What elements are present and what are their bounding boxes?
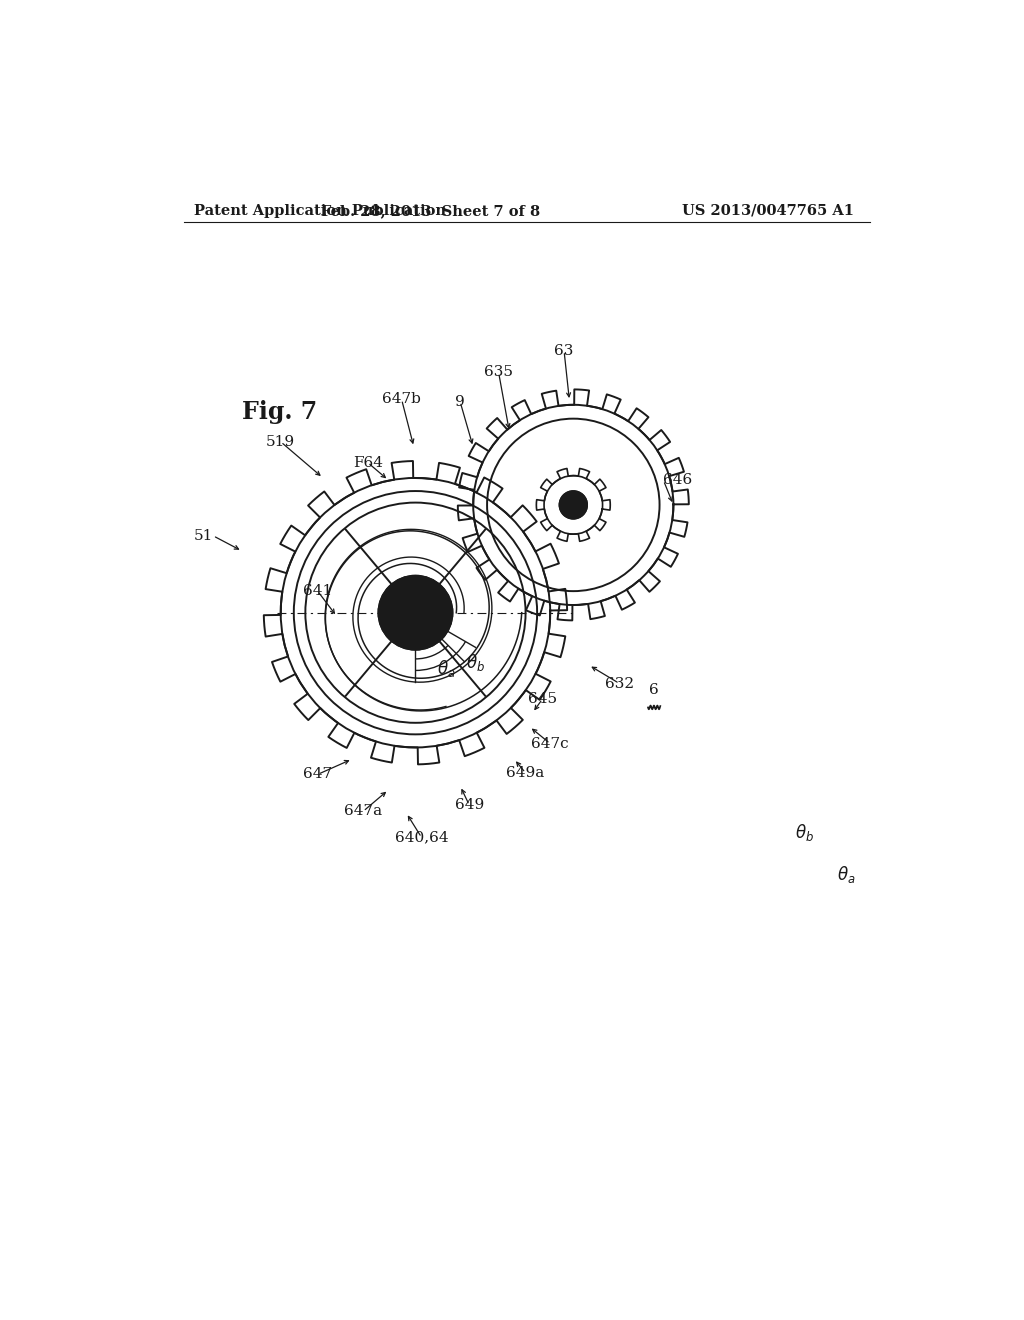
Circle shape	[547, 478, 600, 532]
Text: 9: 9	[456, 395, 465, 409]
Text: Feb. 28, 2013  Sheet 7 of 8: Feb. 28, 2013 Sheet 7 of 8	[322, 203, 541, 218]
Text: $\theta_b$: $\theta_b$	[466, 652, 485, 673]
Text: 51: 51	[194, 529, 213, 543]
Circle shape	[567, 499, 580, 511]
Text: Patent Application Publication: Patent Application Publication	[195, 203, 446, 218]
Text: 647c: 647c	[531, 737, 569, 751]
Polygon shape	[264, 461, 567, 764]
Circle shape	[559, 491, 587, 519]
Text: 632: 632	[605, 677, 634, 690]
Text: 647b: 647b	[382, 392, 421, 407]
Text: 649: 649	[455, 799, 484, 812]
Text: 649a: 649a	[507, 766, 545, 780]
Text: 519: 519	[266, 434, 295, 449]
Text: $\theta_a$: $\theta_a$	[437, 657, 456, 678]
Circle shape	[570, 502, 577, 508]
Text: 646: 646	[664, 474, 692, 487]
Text: $\theta_b$: $\theta_b$	[795, 821, 814, 842]
Text: F64: F64	[352, 455, 383, 470]
Text: 645: 645	[528, 692, 557, 706]
Text: 640,64: 640,64	[395, 830, 449, 845]
Text: Fig. 7: Fig. 7	[243, 400, 317, 425]
Circle shape	[407, 603, 425, 622]
Text: US 2013/0047765 A1: US 2013/0047765 A1	[682, 203, 854, 218]
Circle shape	[570, 502, 577, 508]
Text: $\theta_a$: $\theta_a$	[838, 865, 856, 884]
Text: 647a: 647a	[344, 804, 382, 818]
Text: 635: 635	[484, 366, 513, 379]
Circle shape	[379, 576, 453, 649]
Text: 641: 641	[303, 585, 333, 598]
Polygon shape	[458, 389, 689, 620]
Polygon shape	[537, 469, 610, 541]
Text: 63: 63	[554, 345, 573, 358]
Circle shape	[412, 609, 419, 616]
Text: 647: 647	[303, 767, 332, 781]
Circle shape	[565, 498, 581, 512]
Text: 6: 6	[649, 682, 659, 697]
